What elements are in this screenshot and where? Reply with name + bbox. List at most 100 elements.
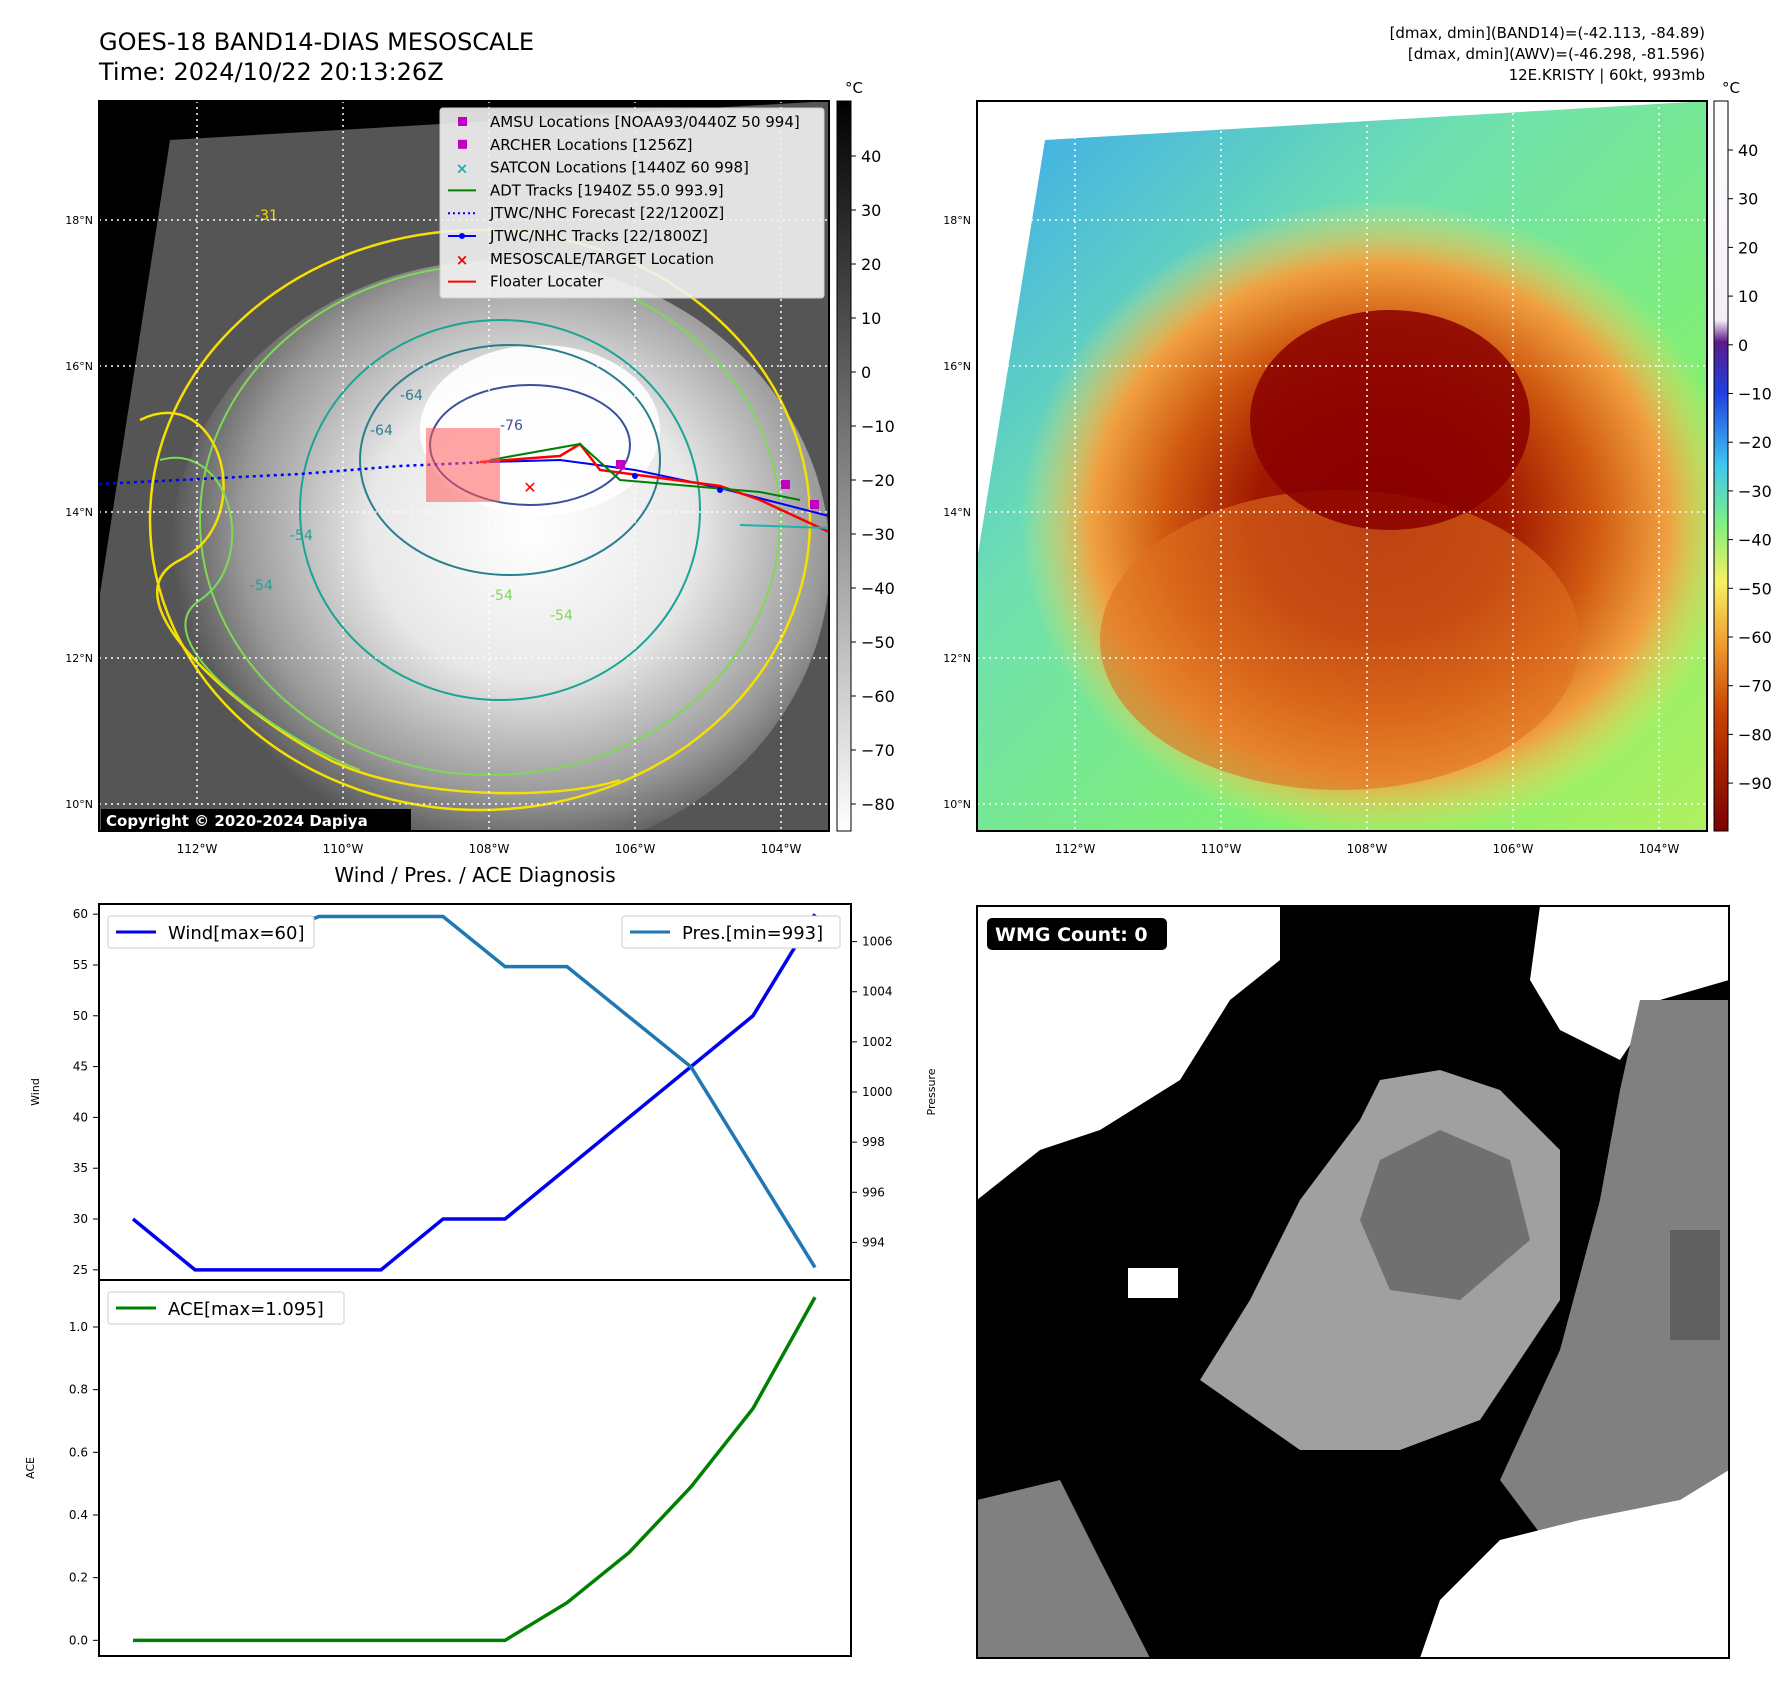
wmg-count-label: WMG Count: 0: [995, 924, 1148, 946]
lon-label: 112°W: [1055, 842, 1096, 856]
amsu-marker-icon: [810, 500, 819, 509]
pressure-legend-box: [621, 915, 841, 949]
lat-label: 16°N: [943, 360, 971, 373]
wmg-gray-region: [1500, 1000, 1729, 1560]
info-dmax-awv: [dmax, dmin](AWV)=(-46.298, -81.596): [1408, 45, 1705, 63]
colorbar-tick-label: −20: [1738, 433, 1772, 452]
contour-label: -64: [400, 388, 423, 404]
ace-tick-label: 0.8: [69, 1383, 88, 1397]
wind-tick-label: 50: [73, 1009, 88, 1023]
right-lat-labels: 18°N 16°N 14°N 12°N 10°N: [943, 214, 971, 811]
legend-item-label: JTWC/NHC Tracks [22/1800Z]: [489, 227, 708, 245]
contour-spiral-band-inner: [159, 456, 361, 771]
amsu-marker-icon: [781, 480, 790, 489]
contour-dark-teal: [359, 344, 661, 576]
wind-legend: Wind[max=60]: [107, 915, 315, 949]
legend-marker-icon: ×: [456, 251, 469, 269]
track-point-icon: [717, 487, 723, 493]
info-storm: 12E.KRISTY | 60kt, 993mb: [1509, 66, 1705, 84]
left-lon-labels: 112°W 110°W 108°W 106°W 104°W: [177, 842, 802, 856]
wind-pres-plot-frame: [98, 903, 852, 1281]
ace-legend: ACE[max=1.095]: [107, 1291, 345, 1325]
satcon-track: [739, 524, 829, 529]
contour-teal: [299, 319, 701, 701]
left-colorbar-ticks: 40 30 20 10 0 −10 −20 −30 −40 −50 −60 −70 −80: [851, 147, 895, 814]
right-ir-map: 18°N 16°N 14°N 12°N 10°N 112°W 110°W 108°W 106°…: [943, 79, 1772, 856]
wind-legend-label: Wind[max=60]: [168, 923, 305, 944]
right-lon-labels: 112°W 110°W 108°W 106°W 104°W: [1055, 842, 1680, 856]
pressure-tick-label: 1000: [862, 1085, 893, 1099]
colorbar-tick-label: 0: [861, 363, 871, 382]
lat-label: 16°N: [65, 360, 93, 373]
contour-label: -54: [290, 528, 313, 544]
pressure-tick-label: 1004: [862, 985, 893, 999]
colorbar-tick-label: 30: [1738, 190, 1758, 209]
colorbar-tick-label: −90: [1738, 774, 1772, 793]
mesoscale-box: [426, 428, 500, 502]
colorbar-tick-label: 40: [861, 147, 881, 166]
wmg-panel: WMG Count: 0: [976, 905, 1730, 1659]
ace-tick-label: 0.2: [69, 1571, 88, 1585]
target-marker-icon: ✕: [523, 478, 536, 497]
pressure-tick-label: 1002: [862, 1035, 893, 1049]
left-ir-map: -64 -64 -76 -54 -54 -54 -54 -31 ✕: [65, 79, 895, 856]
lon-label: 112°W: [177, 842, 218, 856]
pressure-legend: Pres.[min=993]: [621, 915, 841, 949]
colorbar-tick-label: 40: [1738, 141, 1758, 160]
floater-track: [479, 442, 829, 534]
ace-tick-label: 0.6: [69, 1445, 88, 1459]
forecast-track: [99, 460, 490, 486]
lon-label: 110°W: [323, 842, 364, 856]
wmg-mid-gray-region: [1360, 1130, 1530, 1300]
legend-item-label: Floater Locater: [490, 273, 604, 291]
right-map-frame: [976, 100, 1708, 832]
ace-tick-label: 0.4: [69, 1508, 88, 1522]
contour-label: -76: [500, 418, 523, 434]
wmg-frame: [976, 905, 1730, 1659]
contour-label: -54: [550, 608, 573, 624]
ace-plot-frame: [98, 1279, 852, 1657]
colorbar-tick-label: 20: [861, 255, 881, 274]
info-dmax-band14: [dmax, dmin](BAND14)=(-42.113, -84.89): [1390, 24, 1705, 42]
track-point-icon: [632, 473, 638, 479]
wmg-white-patch: [1128, 1268, 1178, 1298]
lat-label: 10°N: [65, 798, 93, 811]
colorbar-tick-label: 20: [1738, 238, 1758, 257]
ace-legend-label: ACE[max=1.095]: [168, 1299, 324, 1320]
colorbar-tick-label: −50: [861, 633, 895, 652]
chart-title: GOES-18 BAND14-DIAS MESOSCALE: [99, 28, 534, 56]
colorbar-tick-label: 10: [861, 309, 881, 328]
legend-item-label: ADT Tracks [1940Z 55.0 993.9]: [490, 181, 724, 199]
wind-axis-label: Wind: [29, 1078, 42, 1106]
colorbar-tick-label: −20: [861, 471, 895, 490]
pressure-axis-label: Pressure: [925, 1068, 938, 1115]
contour-label: -54: [250, 578, 273, 594]
wmg-gray-region: [977, 1480, 1150, 1658]
right-colorbar-unit: °C: [1722, 79, 1740, 97]
legend-box: [439, 107, 825, 299]
pressure-tick-label: 1006: [862, 935, 893, 949]
lat-label: 12°N: [65, 652, 93, 665]
colorbar-tick-label: −80: [861, 795, 895, 814]
lon-label: 106°W: [1493, 842, 1534, 856]
ace-tick-label: 0.0: [69, 1633, 88, 1647]
lon-label: 104°W: [761, 842, 802, 856]
wmg-white-region: [1530, 906, 1729, 1060]
colorbar-tick-label: −60: [1738, 628, 1772, 647]
archer-marker-icon: [616, 460, 625, 469]
lon-label: 110°W: [1201, 842, 1242, 856]
contour-label: -54: [490, 588, 513, 604]
adt-track: [489, 442, 801, 501]
ace-tick-label: 1.0: [69, 1320, 88, 1334]
left-map-frame: [98, 100, 830, 832]
ace-axis-label: ACE: [24, 1457, 37, 1479]
legend-items: AMSU Locations [NOAA93/0440Z 50 994] ARCH…: [448, 113, 800, 291]
colorbar-tick-label: −80: [1738, 725, 1772, 744]
diagnosis-title: Wind / Pres. / ACE Diagnosis: [334, 863, 615, 887]
ace-series-line: [133, 1296, 817, 1643]
left-colorbar-unit: °C: [845, 79, 863, 97]
pressure-tick-label: 994: [862, 1235, 885, 1249]
colorbar-tick-label: −70: [1738, 677, 1772, 696]
lon-label: 108°W: [469, 842, 510, 856]
